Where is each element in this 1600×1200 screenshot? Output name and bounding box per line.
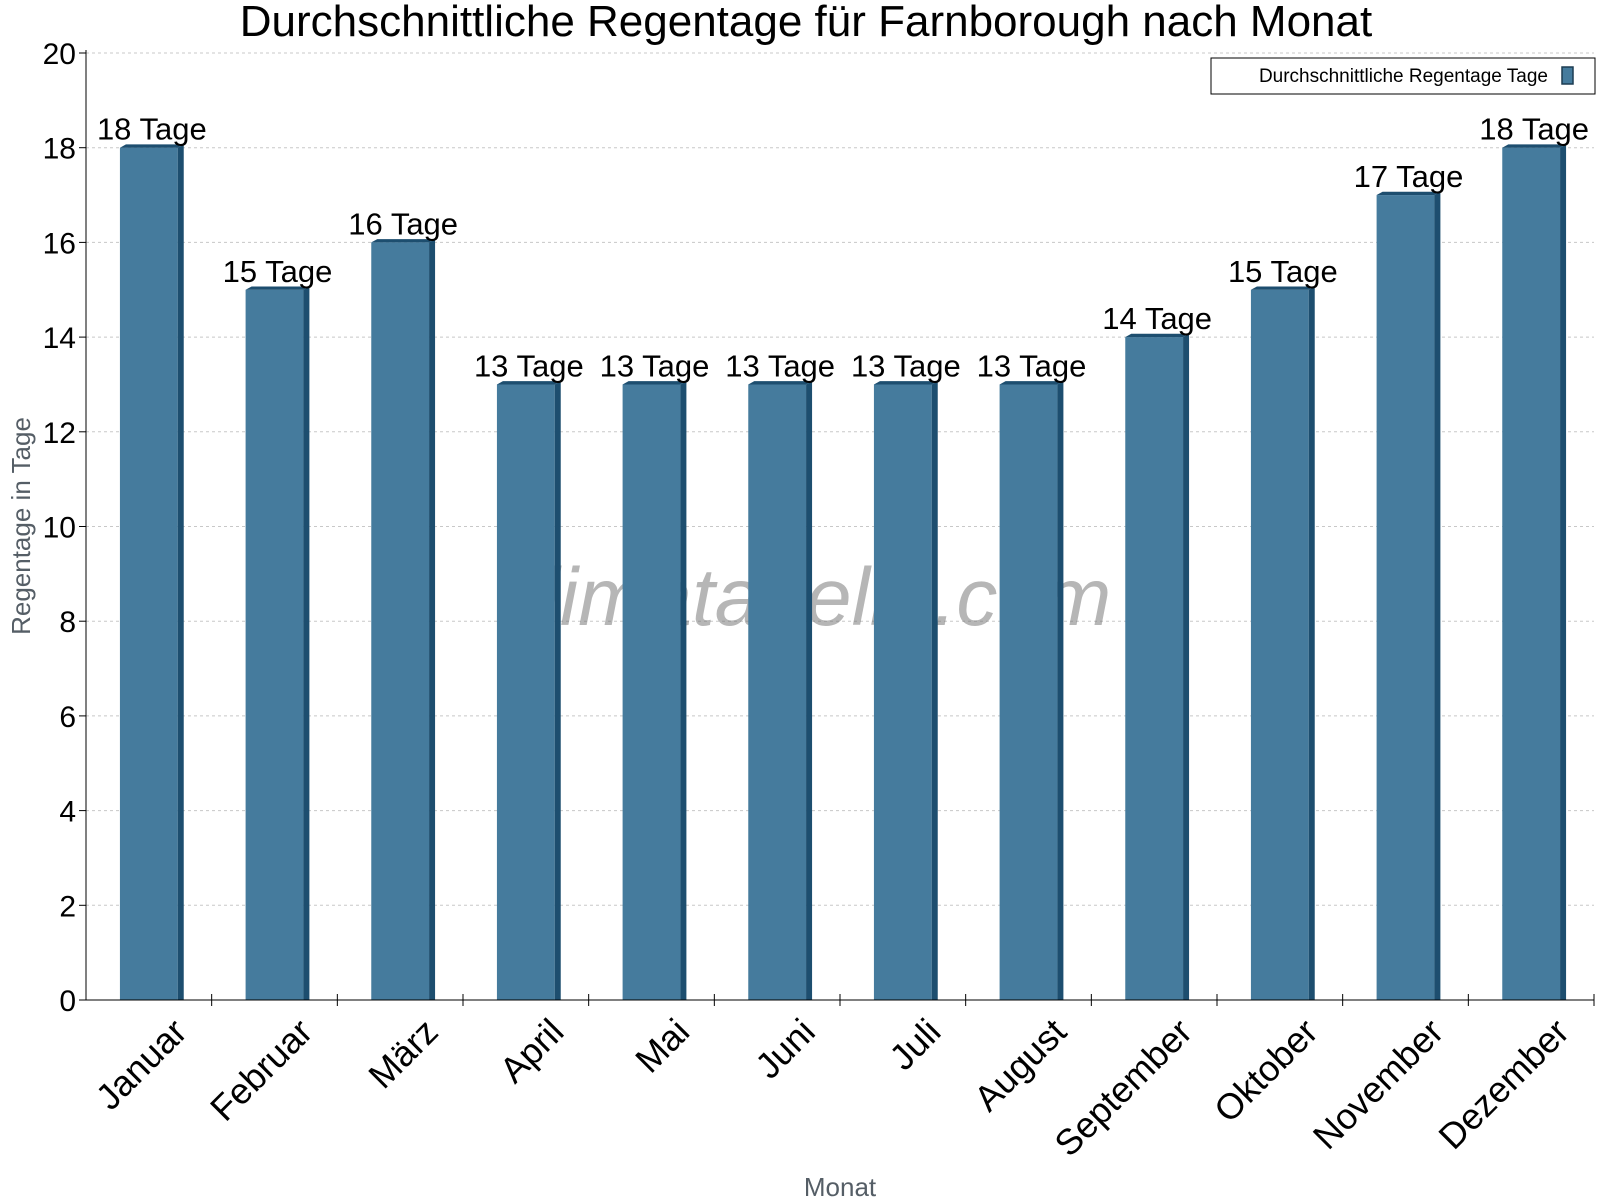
- data-label: 13 Tage: [977, 348, 1087, 383]
- bar-side: [680, 381, 687, 1000]
- data-label: 14 Tage: [1102, 301, 1212, 336]
- x-tick-label: Dezember: [1430, 1011, 1576, 1157]
- data-label: 15 Tage: [1228, 254, 1338, 289]
- bar: [245, 289, 304, 1000]
- legend-swatch: [1561, 66, 1574, 85]
- legend-box: [1210, 57, 1596, 95]
- y-tick-label: 14: [43, 322, 76, 355]
- x-tick-labels: Januar Februar März April Mai Juni Juli AugustS…: [88, 1011, 1577, 1165]
- grid-lines: [86, 52, 1594, 906]
- bar-side: [177, 144, 184, 1000]
- y-tick-label: 18: [43, 133, 76, 166]
- y-tick-label: 4: [59, 796, 76, 829]
- y-tick-label: 20: [43, 38, 76, 71]
- x-tick-label: April: [492, 1011, 572, 1091]
- data-label: 13 Tage: [600, 348, 710, 383]
- bar: [1502, 147, 1561, 1000]
- y-tick-label: 16: [43, 227, 76, 260]
- x-tick-label: Juli: [881, 1011, 948, 1078]
- bar-side: [1057, 381, 1064, 1000]
- x-tick-label: Februar: [202, 1011, 320, 1129]
- x-tick-label: Oktober: [1206, 1011, 1326, 1131]
- bar: [748, 384, 807, 1000]
- axes: [79, 50, 1595, 1006]
- bar-top: [1125, 333, 1190, 338]
- data-label: 18 Tage: [97, 112, 207, 147]
- data-label: 13 Tage: [474, 348, 584, 383]
- bar-top: [371, 239, 436, 243]
- x-tick-label: Mai: [627, 1011, 697, 1081]
- y-tick-labels: 0 2 4 6 8 10 12 14 16 18 20: [43, 38, 76, 1018]
- bar-top: [1376, 191, 1441, 196]
- y-tick-label: 0: [59, 985, 76, 1018]
- legend-label: Durchschnittliche Regentage Tage: [1259, 66, 1548, 87]
- chart-title: Durchschnittliche Regentage für Farnboro…: [240, 0, 1372, 46]
- bar-top: [245, 286, 310, 290]
- y-axis-title: Regentage in Tage: [6, 417, 36, 635]
- bars: [119, 144, 1567, 1001]
- y-tick-label: 6: [59, 701, 76, 734]
- bar-side: [1560, 144, 1567, 1000]
- x-tick-label: September: [1046, 1011, 1200, 1165]
- bar-side: [429, 239, 436, 1001]
- bar: [1250, 289, 1309, 1000]
- bar: [1125, 337, 1184, 1001]
- y-tick-label: 10: [43, 512, 76, 545]
- x-tick-label: November: [1305, 1011, 1451, 1157]
- data-labels: 18 Tage 15 Tage 16 Tage 13 Tage 13 Tage 13 Ta…: [97, 112, 1589, 384]
- x-tick-label: August: [966, 1011, 1074, 1119]
- bar-side: [1434, 191, 1441, 1000]
- bar: [1376, 195, 1435, 1001]
- x-axis-title: Monat: [804, 1172, 877, 1200]
- bar-top: [1250, 286, 1315, 290]
- bar: [999, 384, 1058, 1000]
- bar-top: [496, 381, 561, 385]
- bar-side: [303, 286, 310, 1000]
- x-tick-label: Januar: [88, 1011, 195, 1118]
- bar-top: [622, 381, 687, 385]
- bar-top: [999, 381, 1064, 385]
- bar: [496, 384, 555, 1000]
- data-label: 17 Tage: [1354, 159, 1464, 194]
- data-label: 16 Tage: [348, 206, 458, 241]
- bar: [873, 384, 932, 1000]
- bar-top: [119, 144, 184, 148]
- y-tick-label: 2: [59, 890, 76, 923]
- bar-top: [873, 381, 938, 385]
- bar-side: [931, 381, 938, 1000]
- x-tick-label: März: [360, 1011, 446, 1097]
- data-label: 15 Tage: [223, 254, 333, 289]
- bar: [119, 147, 178, 1000]
- bar-top: [748, 381, 813, 385]
- bar-side: [1308, 286, 1315, 1000]
- data-label: 18 Tage: [1479, 112, 1589, 147]
- bar-side: [1183, 333, 1190, 1000]
- y-tick-label: 12: [43, 417, 76, 450]
- bar-top: [1502, 144, 1567, 148]
- data-label: 13 Tage: [725, 348, 835, 383]
- bar: [371, 242, 430, 1000]
- bar-side: [806, 381, 813, 1000]
- y-tick-label: 8: [59, 606, 76, 639]
- x-tick-label: Juni: [747, 1011, 823, 1087]
- bar-side: [554, 381, 561, 1000]
- data-label: 13 Tage: [851, 348, 961, 383]
- legend: Durchschnittliche Regentage Tage: [1210, 57, 1596, 95]
- bar: [622, 384, 681, 1000]
